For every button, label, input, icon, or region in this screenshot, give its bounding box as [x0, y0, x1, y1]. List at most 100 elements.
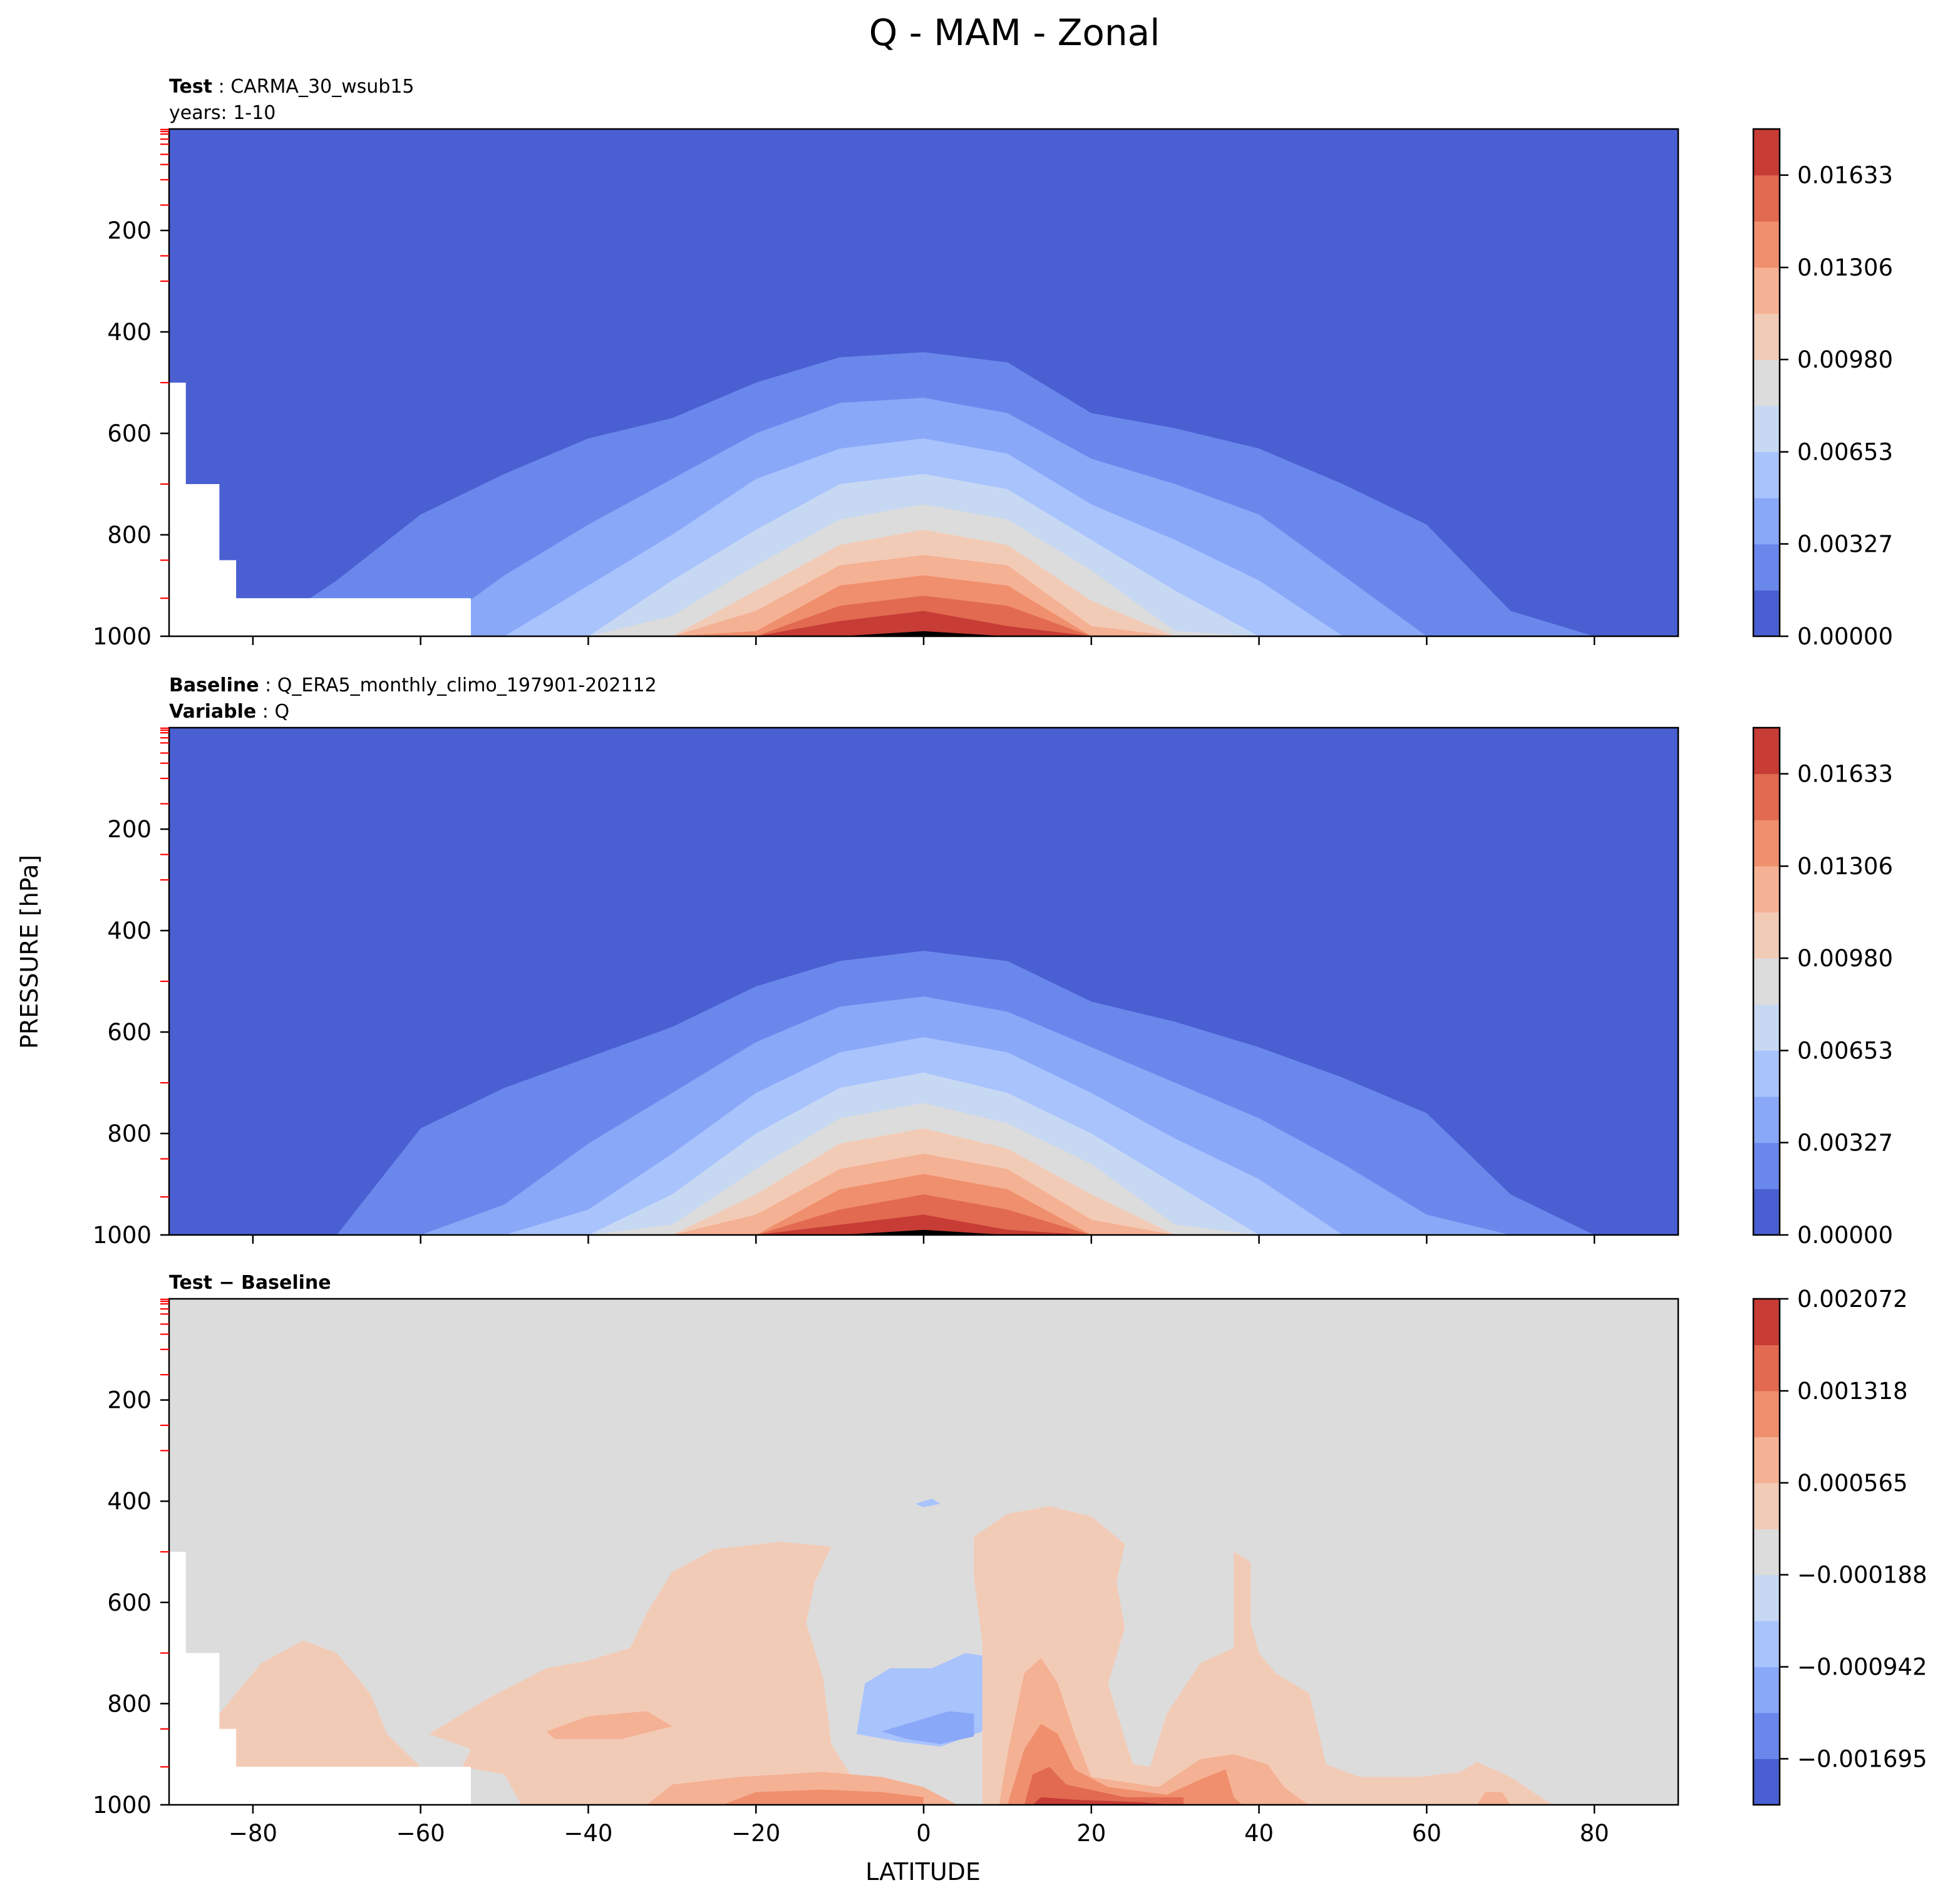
- colorbar-frame: [1752, 128, 1781, 638]
- y-tick-label: 1000: [93, 1792, 152, 1819]
- colorbar-tick-label: 0.01633: [1797, 761, 1893, 788]
- colorbar-segment: [1753, 1758, 1780, 1805]
- x-tick-label: 0: [916, 1820, 931, 1847]
- contour-fill-level-10: [169, 1214, 1678, 1235]
- panel-title-bold: Test − Baseline: [169, 1272, 331, 1294]
- colorbar-segment: [1753, 820, 1780, 867]
- x-tick-label: −40: [564, 1820, 612, 1847]
- colorbar-tick-label: 0.01306: [1797, 853, 1893, 880]
- colorbar-segment: [1753, 1097, 1780, 1144]
- colorbar-segment: [1753, 405, 1780, 452]
- colorbar-segment: [1753, 1621, 1780, 1668]
- y-tick-label: 800: [107, 1120, 152, 1147]
- plot-area: [169, 728, 1678, 1235]
- y-tick-label: 400: [107, 917, 152, 944]
- surface-mask: [169, 383, 471, 636]
- colorbar-segment: [1753, 313, 1780, 360]
- x-tick-label: −60: [396, 1820, 445, 1847]
- y-tick-label: 600: [107, 1589, 152, 1616]
- panel-title-sep: :: [259, 674, 277, 696]
- panel-title-text: years: 1-10: [169, 102, 276, 124]
- figure-title: Q - MAM - Zonal: [869, 11, 1160, 54]
- colorbar: −0.001695 −0.000942 −0.000188 0.000565 0.001…: [1752, 1286, 1927, 1806]
- colorbar-segment: [1753, 267, 1780, 314]
- y-axis-label: PRESSURE [hPa]: [16, 855, 43, 1049]
- panel-title-line-0: Baseline : Q_ERA5_monthly_climo_197901-2…: [169, 674, 657, 696]
- colorbar-tick-label: 0.00980: [1797, 945, 1893, 972]
- x-tick-label: −80: [229, 1820, 277, 1847]
- colorbar-segment: [1753, 498, 1780, 545]
- x-axis-label: LATITUDE: [865, 1858, 981, 1886]
- contour-region-0: [219, 1640, 421, 1805]
- contour-region-2: [546, 1711, 673, 1739]
- contour-fill-level-10: [169, 611, 1678, 636]
- colorbar-segment: [1753, 544, 1780, 591]
- panel-title-bold: Baseline: [169, 674, 259, 696]
- colorbar-segment: [1753, 175, 1780, 222]
- colorbar-tick-label: 0.00327: [1797, 531, 1893, 558]
- colorbar-segment: [1753, 958, 1780, 1005]
- y-tick-label: 400: [107, 319, 152, 346]
- colorbar-segment: [1753, 1574, 1780, 1621]
- panel-title-sep: :: [212, 76, 230, 98]
- panel-difference: 200 400 600 800 1000 −80 −60 −40 −20 0 20 40 60 80 Tes…: [93, 1272, 1927, 1847]
- contour-region-9: [999, 1658, 1309, 1805]
- colorbar-segment: [1753, 1050, 1780, 1097]
- colorbar-segment: [1753, 1345, 1780, 1391]
- contour-region-12: [1033, 1797, 1175, 1805]
- y-tick-label: 800: [107, 1690, 152, 1717]
- colorbar: 0.00000 0.00327 0.00653 0.00980 0.01306 0.016…: [1752, 128, 1893, 650]
- colorbar-tick-label: −0.000942: [1797, 1654, 1927, 1681]
- panel-title-bold: Variable: [169, 701, 256, 723]
- colorbar-frame: [1752, 726, 1781, 1236]
- plot-area: [169, 129, 1678, 636]
- colorbar-tick-label: −0.001695: [1797, 1745, 1927, 1772]
- colorbar-segment: [1753, 590, 1780, 637]
- colorbar-segment: [1753, 359, 1780, 406]
- colorbar-segment: [1753, 1004, 1780, 1051]
- colorbar-segment: [1753, 1666, 1780, 1713]
- y-tick-label: 200: [107, 816, 152, 843]
- y-tick-label: 200: [107, 1387, 152, 1414]
- y-tick-label: 600: [107, 420, 152, 447]
- contour-fill-level-11: [169, 1229, 1678, 1235]
- colorbar-tick-label: 0.00653: [1797, 1038, 1893, 1065]
- panel-title-text: CARMA_30_wsub15: [230, 76, 414, 98]
- contour-region-8: [974, 1506, 1553, 1805]
- panel-title-bold: Test: [169, 76, 212, 98]
- colorbar-tick-label: 0.00000: [1797, 1222, 1893, 1249]
- colorbar-tick-label: −0.000188: [1797, 1562, 1927, 1589]
- contour-region-11: [1024, 1767, 1184, 1805]
- colorbar-segment: [1753, 1482, 1780, 1529]
- contour-region-7: [915, 1499, 941, 1507]
- x-tick-label: 20: [1076, 1820, 1106, 1847]
- colorbar-tick-label: 0.01306: [1797, 254, 1893, 281]
- panel-baseline: 200 400 600 800 1000 Baseline : Q_ERA5_monthl…: [93, 674, 1893, 1249]
- x-tick-label: 40: [1244, 1820, 1274, 1847]
- contour-region-13: [1477, 1792, 1511, 1805]
- panel-test: 200 400 600 800 1000 Test : CARMA_30_wsub15ye…: [93, 76, 1893, 650]
- colorbar-segment: [1753, 912, 1780, 959]
- colorbar-tick-label: 0.01633: [1797, 162, 1893, 189]
- colorbar-segment: [1753, 1437, 1780, 1484]
- y-tick-label: 200: [107, 217, 152, 244]
- colorbar-segment: [1753, 1391, 1780, 1437]
- plot-area: [169, 1299, 1678, 1805]
- colorbar-segment: [1753, 865, 1780, 913]
- colorbar-segment: [1753, 129, 1780, 176]
- y-tick-label: 400: [107, 1488, 152, 1515]
- panel-title-line-1: Variable : Q: [169, 701, 289, 723]
- colorbar-frame: [1752, 1298, 1781, 1806]
- panel-title-sep: :: [256, 701, 274, 723]
- colorbar-segment: [1753, 1529, 1780, 1576]
- panel-title-line-1: years: 1-10: [169, 102, 276, 124]
- colorbar-tick-label: 0.000565: [1797, 1470, 1908, 1497]
- colorbar-tick-label: 0.001318: [1797, 1378, 1908, 1405]
- panel-title-line-0: Test : CARMA_30_wsub15: [169, 76, 415, 98]
- colorbar-segment: [1753, 728, 1780, 775]
- contour-fill-level-11: [169, 631, 1678, 636]
- colorbar-tick-label: 0.002072: [1797, 1286, 1908, 1313]
- contour-region-1: [429, 1541, 890, 1805]
- colorbar-segment: [1753, 773, 1780, 820]
